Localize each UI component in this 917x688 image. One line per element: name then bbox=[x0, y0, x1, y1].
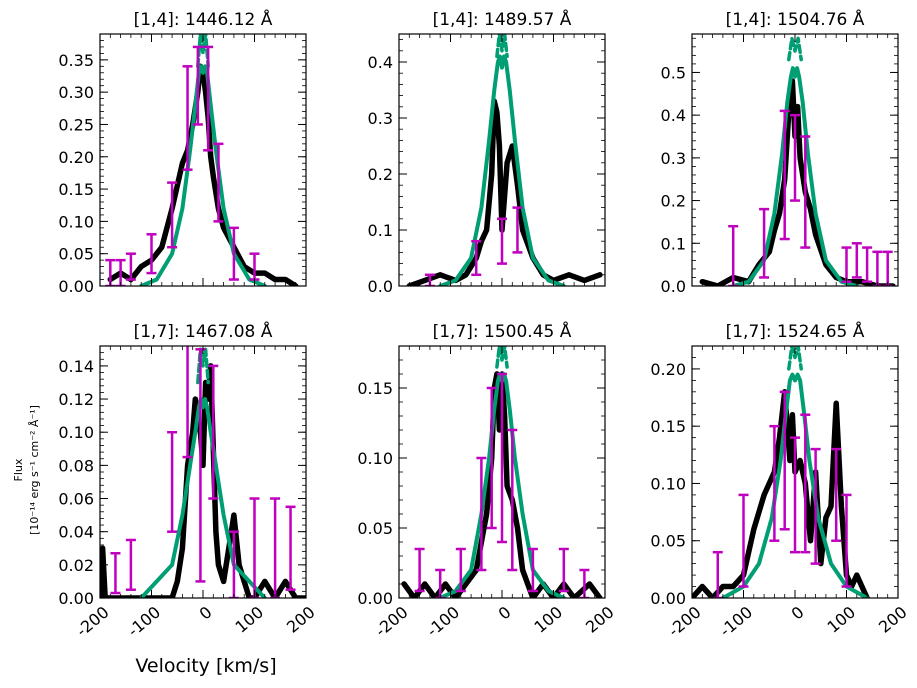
y-tick-label: 0.05 bbox=[58, 245, 94, 264]
panel: [1,4]: 1504.76 Å 0.0 0.1 0.2 0.3 0.4 0.5 bbox=[661, 8, 899, 296]
y-tick-label: 0.15 bbox=[650, 417, 686, 436]
series-data bbox=[699, 78, 896, 286]
y-tick-label: 0.0 bbox=[661, 277, 686, 296]
panel-title: [1,7]: 1467.08 Å bbox=[134, 320, 273, 342]
y-tick-label: 0.5 bbox=[661, 63, 686, 82]
series-data bbox=[107, 63, 299, 286]
series-model-dashed bbox=[787, 346, 803, 371]
series-model-dashed bbox=[495, 346, 509, 369]
y-tick-label: 0.25 bbox=[58, 115, 94, 134]
y-tick-label: 0.4 bbox=[661, 106, 686, 125]
series-data bbox=[406, 98, 603, 286]
y-tick-label: 0.4 bbox=[368, 53, 393, 72]
y-axis-label-line2: [10⁻¹⁴ erg s⁻¹ cm⁻² Å⁻¹] bbox=[28, 405, 41, 535]
plot-area bbox=[401, 346, 603, 598]
panel-title: [1,7]: 1524.65 Å bbox=[726, 320, 865, 342]
y-tick-label: 0.15 bbox=[357, 379, 393, 398]
y-tick-label: 0.0 bbox=[368, 277, 393, 296]
plot-area bbox=[100, 346, 306, 598]
x-tick-label: 200 bbox=[283, 603, 319, 637]
x-tick-label: 200 bbox=[875, 603, 911, 637]
plot-area bbox=[105, 34, 299, 286]
series-model bbox=[720, 372, 870, 598]
y-tick-label: 0.1 bbox=[661, 234, 686, 253]
series-model bbox=[139, 64, 267, 286]
x-tick-label: -100 bbox=[716, 603, 756, 641]
series-model-dashed bbox=[196, 34, 210, 69]
y-tick-label: 0.06 bbox=[58, 490, 94, 509]
x-tick-label: -200 bbox=[665, 603, 705, 641]
y-tick-label: 0.2 bbox=[661, 192, 686, 211]
y-tick-label: 0.10 bbox=[650, 474, 686, 493]
x-tick-label: 0 bbox=[196, 603, 216, 624]
x-tick-label: 200 bbox=[582, 603, 618, 637]
panel-title: [1,4]: 1504.76 Å bbox=[726, 8, 865, 30]
x-tick-label: -100 bbox=[423, 603, 463, 641]
x-tick-label: 100 bbox=[823, 603, 859, 637]
y-tick-label: 0.02 bbox=[58, 556, 94, 575]
panel: [1,4]: 1446.12 Å 0.00 0.05 0.10 0.15 0.20 0.25… bbox=[58, 8, 307, 296]
y-tick-label: 0.35 bbox=[58, 51, 94, 70]
series-model-dashed bbox=[787, 36, 803, 62]
x-tick-label: 0 bbox=[788, 603, 808, 624]
y-tick-label: 0.00 bbox=[58, 589, 94, 608]
plot-area bbox=[692, 346, 870, 598]
panel-title: [1,4]: 1446.12 Å bbox=[134, 8, 273, 30]
y-tick-label: 0.30 bbox=[58, 83, 94, 102]
y-tick-label: 0.20 bbox=[650, 360, 686, 379]
y-tick-label: 0.15 bbox=[58, 180, 94, 199]
y-tick-label: 0.3 bbox=[661, 149, 686, 168]
y-tick-label: 0.00 bbox=[357, 589, 393, 608]
y-tick-label: 0.14 bbox=[58, 357, 94, 376]
panel-title: [1,4]: 1489.57 Å bbox=[433, 8, 572, 30]
y-axis-label-line1: Flux bbox=[12, 458, 25, 481]
panel: [1,7]: 1524.65 Å 0.00 0.05 0.10 0.15 0.20 -200… bbox=[650, 320, 910, 640]
x-tick-label: -200 bbox=[372, 603, 412, 641]
series-model bbox=[139, 397, 267, 598]
series-model bbox=[438, 54, 566, 286]
y-tick-label: 0.08 bbox=[58, 456, 94, 475]
y-tick-label: 0.1 bbox=[368, 221, 393, 240]
x-tick-label: 100 bbox=[231, 603, 267, 637]
plot-area bbox=[699, 36, 896, 286]
series-data bbox=[100, 363, 306, 598]
y-tick-label: 0.3 bbox=[368, 109, 393, 128]
x-tick-label: -200 bbox=[73, 603, 113, 641]
panel: [1,4]: 1489.57 Å 0.0 0.1 0.2 0.3 0.4 bbox=[368, 8, 606, 296]
y-tick-label: 0.20 bbox=[58, 148, 94, 167]
series-model-dashed bbox=[495, 34, 509, 59]
x-tick-label: -100 bbox=[124, 603, 164, 641]
y-tick-label: 0.10 bbox=[58, 423, 94, 442]
panel: [1,7]: 1467.08 Å 0.00 0.02 0.04 0.06 0.08 0.10… bbox=[58, 320, 318, 640]
x-axis-label: Velocity [km/s] bbox=[135, 655, 276, 677]
y-tick-label: 0.05 bbox=[650, 532, 686, 551]
y-tick-label: 0.10 bbox=[357, 449, 393, 468]
panel-title: [1,7]: 1500.45 Å bbox=[433, 320, 572, 342]
y-tick-label: 0.00 bbox=[58, 277, 94, 296]
panel: [1,7]: 1500.45 Å 0.00 0.05 0.10 0.15 -200 -100… bbox=[357, 320, 617, 640]
plot-area bbox=[406, 34, 603, 286]
y-tick-label: 0.00 bbox=[650, 589, 686, 608]
y-tick-label: 0.04 bbox=[58, 523, 94, 542]
y-tick-label: 0.10 bbox=[58, 212, 94, 231]
x-tick-label: 100 bbox=[530, 603, 566, 637]
y-tick-label: 0.2 bbox=[368, 165, 393, 184]
y-tick-label: 0.12 bbox=[58, 390, 94, 409]
series-model bbox=[731, 66, 859, 286]
y-tick-label: 0.05 bbox=[357, 519, 393, 538]
x-tick-label: 0 bbox=[495, 603, 515, 624]
